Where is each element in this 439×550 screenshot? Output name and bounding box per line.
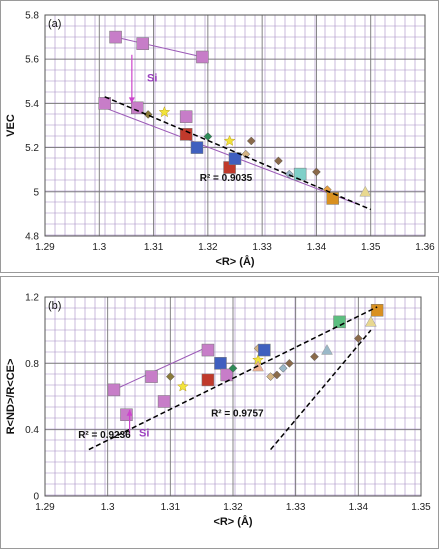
data-point-15 [246, 136, 256, 146]
x-tick-label: 1.34 [349, 502, 369, 513]
plot-frame [44, 296, 422, 497]
y-tick-label: 0 [33, 492, 39, 503]
data-point-7 [179, 110, 193, 123]
data-point-8 [179, 128, 193, 141]
data-point-6 [158, 106, 171, 118]
y-tick-label: 1.2 [25, 293, 39, 304]
x-tick-label: 1.3 [92, 242, 106, 253]
data-point-21 [326, 192, 339, 205]
data-point-16 [274, 156, 283, 166]
trend-line [113, 346, 209, 391]
data-point-23 [364, 315, 377, 327]
y-tick-label: 0.8 [25, 359, 39, 370]
grid [44, 14, 426, 237]
data-point-2 [145, 370, 158, 383]
data-point-4 [131, 101, 144, 115]
y-tick-label: 0.4 [25, 425, 39, 436]
r2-label-left: R² = 0.9236 [78, 430, 131, 441]
dashed-fit-line [104, 96, 372, 211]
x-axis-label: <R> (Å) [213, 515, 252, 528]
data-point-4 [165, 372, 175, 381]
si-arrow-head [126, 409, 133, 416]
data-point-3 [157, 395, 171, 408]
chart-a-svg: 1.29 1.3 1.31 1.32 1.33 1.34 1.35 1.36 4.8 5 5.2 5.… [5, 11, 435, 269]
x-tick-label: 1.29 [35, 242, 55, 253]
dashed-fit-line [88, 306, 378, 451]
data-point-18 [293, 167, 307, 181]
y-tick-label: 5 [33, 187, 39, 198]
plot-frame [44, 14, 426, 237]
data-point-22 [353, 334, 363, 343]
trend-line [115, 36, 203, 58]
data-point-6 [201, 343, 215, 357]
x-axis-label: <R> (Å) [215, 255, 254, 268]
y-axis-label: R<ND>/R<CE> [5, 359, 17, 435]
data-point-19 [310, 352, 319, 362]
data-point-17 [278, 363, 288, 373]
chart-panel-a: 1.29 1.3 1.31 1.32 1.33 1.34 1.35 1.36 4.8 5 5.2 5.… [0, 0, 439, 273]
data-point-20 [321, 344, 333, 355]
x-tick-label: 1.31 [144, 242, 164, 253]
data-point-7 [201, 373, 215, 387]
y-tick-label: 4.8 [25, 232, 39, 243]
si-arrow-head [128, 97, 135, 104]
data-point-13 [228, 152, 242, 165]
data-point-1 [136, 37, 149, 50]
data-point-18 [285, 358, 294, 368]
panel-label: (a) [48, 18, 61, 30]
x-tick-label: 1.29 [35, 502, 55, 513]
si-label: Si [139, 427, 149, 439]
x-tick-label: 1.32 [223, 502, 243, 513]
data-point-0 [107, 383, 121, 397]
data-point-14 [241, 149, 251, 159]
x-tick-label: 1.34 [307, 242, 327, 253]
data-point-10 [228, 363, 238, 373]
data-point-2 [196, 50, 209, 64]
data-point-22 [359, 185, 372, 197]
x-tick-label: 1.33 [252, 242, 272, 253]
r2-label: R² = 0.9035 [200, 173, 253, 184]
data-point-9 [190, 141, 204, 154]
data-point-8 [214, 357, 227, 370]
y-tick-label: 5.2 [25, 143, 39, 154]
x-tick-label: 1.35 [411, 502, 431, 513]
data-point-5 [176, 380, 189, 392]
x-tick-label: 1.32 [198, 242, 218, 253]
x-tick-label: 1.36 [415, 242, 435, 253]
panel-label: (b) [48, 300, 61, 312]
data-point-0 [109, 30, 122, 44]
y-tick-label: 5.6 [25, 55, 39, 66]
data-point-24 [370, 304, 384, 317]
r2-label-right: R² = 0.9757 [211, 408, 264, 419]
chart-panel-b: 1.29 1.3 1.31 1.32 1.33 1.34 1.35 0 0.4 0.8 1.2 <R>… [0, 276, 439, 549]
data-point-9 [220, 368, 233, 382]
x-tick-label: 1.3 [101, 502, 115, 513]
x-tick-label: 1.35 [361, 242, 381, 253]
chart-b-svg: 1.29 1.3 1.31 1.32 1.33 1.34 1.35 0 0.4 0.8 1.2 <R>… [5, 293, 431, 529]
grid [44, 296, 422, 497]
data-point-14 [258, 343, 271, 357]
si-label: Si [147, 72, 157, 84]
x-tick-label: 1.33 [286, 502, 306, 513]
data-point-21 [333, 315, 346, 329]
x-tick-label: 1.31 [161, 502, 181, 513]
data-point-19 [312, 167, 321, 177]
data-point-16 [272, 370, 282, 380]
dashed-fit-line [270, 329, 372, 451]
data-point-11 [223, 134, 236, 146]
y-tick-label: 5.4 [25, 99, 39, 110]
y-axis-label: VEC [5, 114, 17, 137]
y-tick-label: 5.8 [25, 11, 39, 22]
